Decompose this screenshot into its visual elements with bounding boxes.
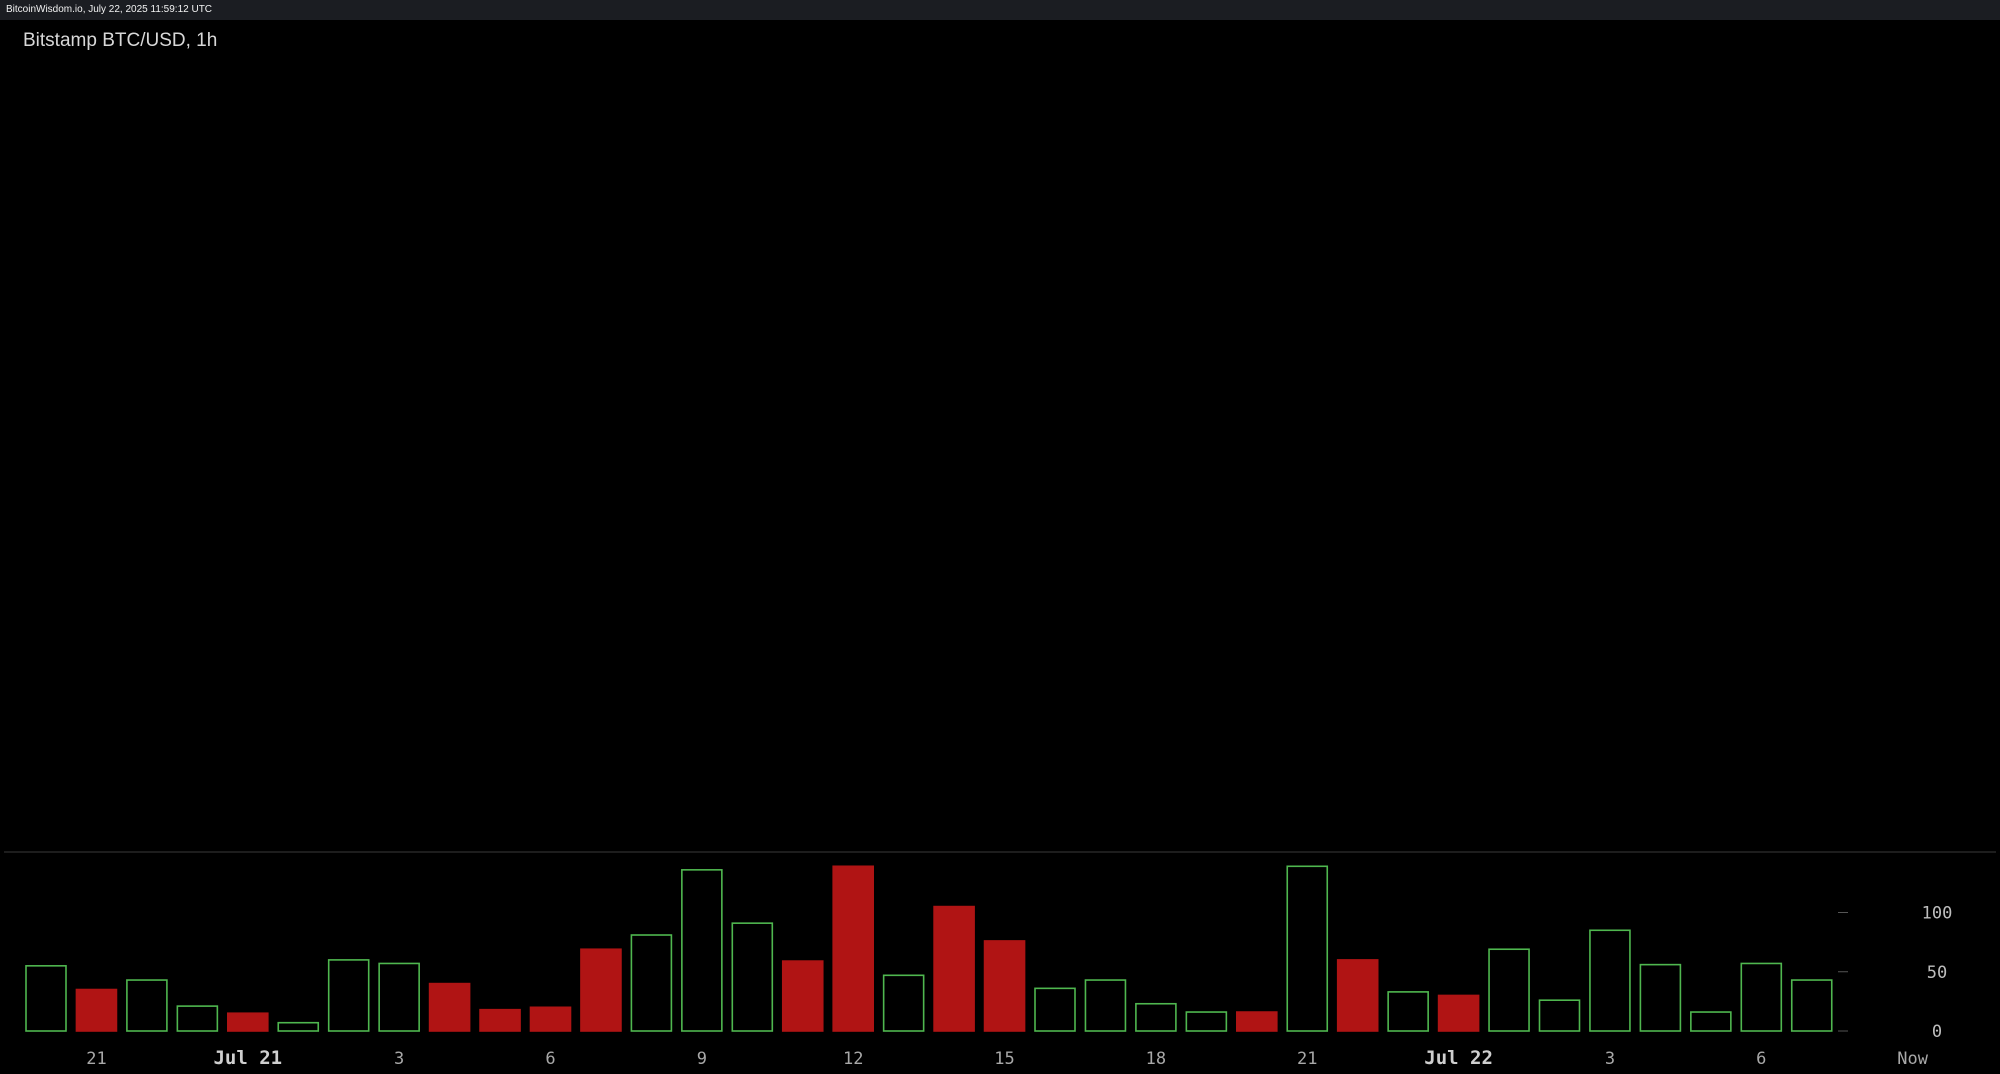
time-axis-label: 3 <box>1605 1049 1615 1069</box>
time-axis-label: 18 <box>1146 1049 1166 1069</box>
time-axis-label: 15 <box>994 1049 1014 1069</box>
volume-bar-down <box>529 1006 572 1032</box>
volume-bar-up <box>1034 987 1076 1032</box>
volume-bar-up <box>1639 963 1682 1032</box>
volume-bar-up <box>1589 929 1631 1032</box>
volume-bar-down <box>227 1012 269 1032</box>
volume-bar-up <box>1488 948 1530 1032</box>
volume-bar-down <box>933 905 975 1032</box>
volume-bar-up <box>1740 962 1783 1032</box>
volume-bar-down <box>75 988 118 1032</box>
time-axis-label: 21 <box>1297 1049 1317 1069</box>
volume-bar-down <box>580 948 622 1032</box>
volume-bar-up <box>1135 1002 1177 1032</box>
volume-axis-label: 100 <box>1922 904 1953 924</box>
volume-bar-down <box>1437 994 1480 1032</box>
volume-bar-up <box>176 1005 219 1032</box>
volume-bar-up <box>1185 1011 1228 1032</box>
time-axis-label: 21 <box>86 1049 106 1069</box>
time-axis-label: 6 <box>1756 1049 1766 1069</box>
top-bar: BitcoinWisdom.io, July 22, 2025 11:59:12… <box>0 0 2000 20</box>
volume-bar-up <box>327 959 370 1032</box>
volume-bar-down <box>1236 1011 1278 1032</box>
chart-title: Bitstamp BTC/USD, 1h <box>23 30 218 51</box>
volume-bar-down <box>428 982 471 1032</box>
volume-bar-up <box>630 934 673 1032</box>
time-axis-label: Jul 21 <box>213 1047 282 1069</box>
volume-bar-up <box>126 979 168 1032</box>
volume-bar-up <box>378 962 420 1032</box>
time-axis-label: Now <box>1897 1049 1928 1069</box>
volume-bar-down <box>983 940 1026 1032</box>
chart-frame <box>4 20 1996 1070</box>
volume-bar-up <box>25 965 67 1032</box>
volume-bar-down <box>832 865 875 1032</box>
volume-bar-up <box>1690 1011 1732 1032</box>
time-axis-label: Jul 22 <box>1424 1047 1493 1069</box>
volume-bar-up <box>681 869 723 1032</box>
volume-bar-up <box>1387 991 1429 1032</box>
volume-bar-down <box>781 960 824 1032</box>
volume-bar-up <box>1538 999 1581 1032</box>
volume-bar-down <box>479 1008 521 1032</box>
time-axis-label: 6 <box>545 1049 555 1069</box>
time-axis-label: 12 <box>843 1049 863 1069</box>
time-axis-label: 3 <box>394 1049 404 1069</box>
time-axis-label: 9 <box>697 1049 707 1069</box>
volume-axis-label: 50 <box>1927 963 1947 983</box>
volume-axis-label: 0 <box>1932 1022 1942 1042</box>
volume-bar-up <box>1286 865 1329 1032</box>
volume-bar-up <box>731 922 774 1032</box>
volume-bar-up <box>1084 979 1127 1032</box>
volume-bar-up <box>277 1021 320 1032</box>
volume-bar-up <box>882 974 925 1032</box>
volume-bar-up <box>1790 979 1833 1032</box>
volume-bar-down <box>1336 959 1379 1032</box>
watermark-text: BitcoinWisdom.io, July 22, 2025 11:59:12… <box>6 4 213 15</box>
